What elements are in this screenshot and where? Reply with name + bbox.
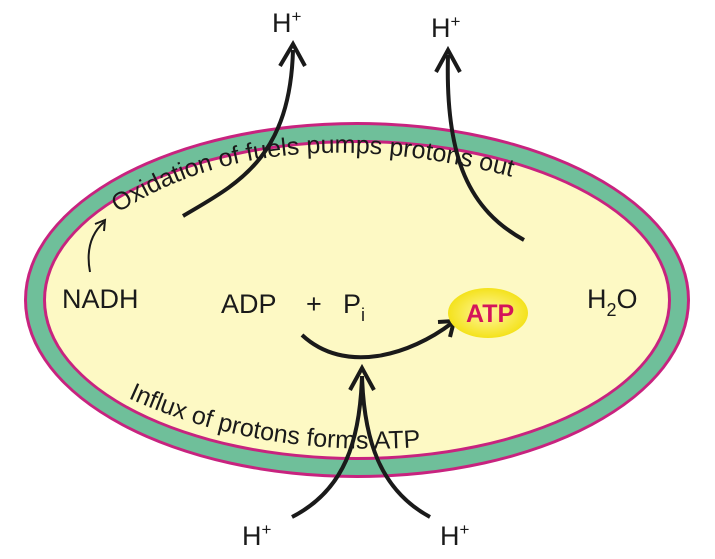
atp-glow <box>448 288 528 338</box>
pi-subscript: i <box>361 305 365 325</box>
proton-symbol: H <box>440 521 460 551</box>
proton-pump-arrow-right-head <box>434 45 462 73</box>
water-label: H2O <box>587 284 638 320</box>
proton-influx-arrow-left <box>291 375 364 519</box>
plus-sign: + <box>306 289 322 319</box>
atp-label: ATP <box>466 300 514 328</box>
proton-symbol: H <box>272 8 292 38</box>
proton-label-bottom-left: H+ <box>242 520 272 551</box>
nadh-label: NADH <box>62 284 139 314</box>
proton-label-bottom-right: H+ <box>440 520 470 551</box>
proton-pump-arrow-left-head <box>278 39 307 68</box>
water-o: O <box>617 284 638 314</box>
nadh-to-oxidation-arrow <box>87 221 105 273</box>
proton-symbol: H <box>242 521 262 551</box>
proton-influx-arrow-right <box>360 375 431 519</box>
proton-label-top-left: H+ <box>272 7 302 38</box>
vesicle-interior <box>46 143 668 457</box>
proton-charge: + <box>451 12 461 31</box>
adp-label: ADP <box>221 289 277 319</box>
proton-symbol: H <box>431 13 451 43</box>
pi-label: Pi <box>343 289 365 325</box>
proton-charge: + <box>262 520 272 539</box>
proton-pump-arrow-right <box>445 54 525 242</box>
water-subscript: 2 <box>607 300 617 320</box>
atp-synthesis-arrow <box>300 321 454 360</box>
proton-label-top-right: H+ <box>431 12 461 43</box>
proton-influx-arrow-head <box>348 363 376 391</box>
proton-charge: + <box>292 7 302 26</box>
pi-base: P <box>343 289 361 319</box>
water-h: H <box>587 284 607 314</box>
proton-charge: + <box>460 520 470 539</box>
nadh-arrow-head <box>94 218 107 232</box>
proton-pump-arrow-left <box>181 49 295 218</box>
